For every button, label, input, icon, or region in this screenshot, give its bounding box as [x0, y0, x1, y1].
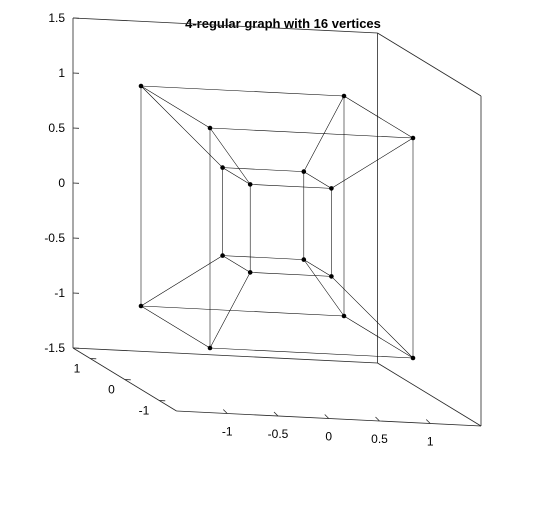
z-tick-label: 0 [58, 176, 65, 190]
graph-vertex [329, 274, 334, 279]
z-tick-label: 1 [58, 66, 65, 80]
graph-vertex [208, 346, 213, 351]
x-tick-mark [376, 417, 380, 421]
graph-edge [331, 138, 413, 188]
graph-vertex [342, 94, 347, 99]
graph-edge [223, 256, 304, 260]
graph-edge [304, 260, 332, 277]
graph-edge [304, 260, 344, 316]
y-tick-label: -1 [139, 404, 150, 418]
graph-edge [223, 168, 304, 172]
graph-edge [344, 96, 413, 138]
graph-edge [141, 86, 210, 128]
z-tick-label: -1 [54, 286, 65, 300]
graph-edge [223, 168, 251, 185]
x-tick-mark [274, 412, 278, 416]
graph-edge [223, 256, 251, 273]
graph-edge [304, 96, 344, 172]
axes-box-line [378, 33, 482, 96]
graph-vertex [329, 186, 334, 191]
graph-vertex [220, 165, 225, 170]
axis-ticks: -1.5 -1 -0.5 0 0.5 1 1.5 -1 0 1 -1 -0.5 0 0.5 1 [44, 11, 434, 449]
x-tick-mark [426, 420, 430, 424]
graph-edge [304, 172, 332, 189]
graph-vertex [302, 169, 307, 174]
x-tick-label: 1 [427, 435, 434, 449]
z-tick-label: 1.5 [48, 11, 65, 25]
graph-vertex [139, 84, 144, 89]
graph-vertex [248, 182, 253, 187]
x-tick-label: 0.5 [371, 432, 388, 446]
graph-vertex [139, 304, 144, 309]
graph-edges [141, 86, 413, 358]
graph-vertex [342, 314, 347, 319]
x-tick-label: 0 [325, 430, 332, 444]
y-tick-label: 1 [74, 362, 81, 376]
graph-vertex [208, 126, 213, 131]
axes-box [73, 18, 481, 426]
chart-title: 4-regular graph with 16 vertices [185, 16, 381, 31]
graph-edge [141, 86, 344, 96]
graph-edge [250, 272, 331, 276]
z-tick-label: -1.5 [44, 341, 65, 355]
axes-box-line [73, 348, 378, 363]
x-tick-label: -0.5 [268, 427, 289, 441]
graph-vertex [302, 257, 307, 262]
z-tick-label: -0.5 [44, 231, 65, 245]
graph-edge [250, 184, 331, 188]
graph-edge [141, 306, 210, 348]
z-tick-label: 0.5 [48, 121, 65, 135]
x-tick-label: -1 [222, 425, 233, 439]
graph-edge [210, 272, 250, 348]
graph-edge [141, 306, 344, 316]
graph-vertex [220, 253, 225, 258]
graph-vertex [411, 356, 416, 361]
graph-edge [344, 316, 413, 358]
graph-edge [141, 256, 223, 306]
axes-box-line [378, 363, 482, 426]
graph-vertex [248, 270, 253, 275]
graph-vertex [411, 136, 416, 141]
x-tick-mark [325, 415, 329, 419]
y-tick-label: 0 [108, 383, 115, 397]
x-tick-mark [223, 410, 227, 414]
graph-edge [210, 128, 413, 138]
graph-edge [210, 128, 250, 184]
